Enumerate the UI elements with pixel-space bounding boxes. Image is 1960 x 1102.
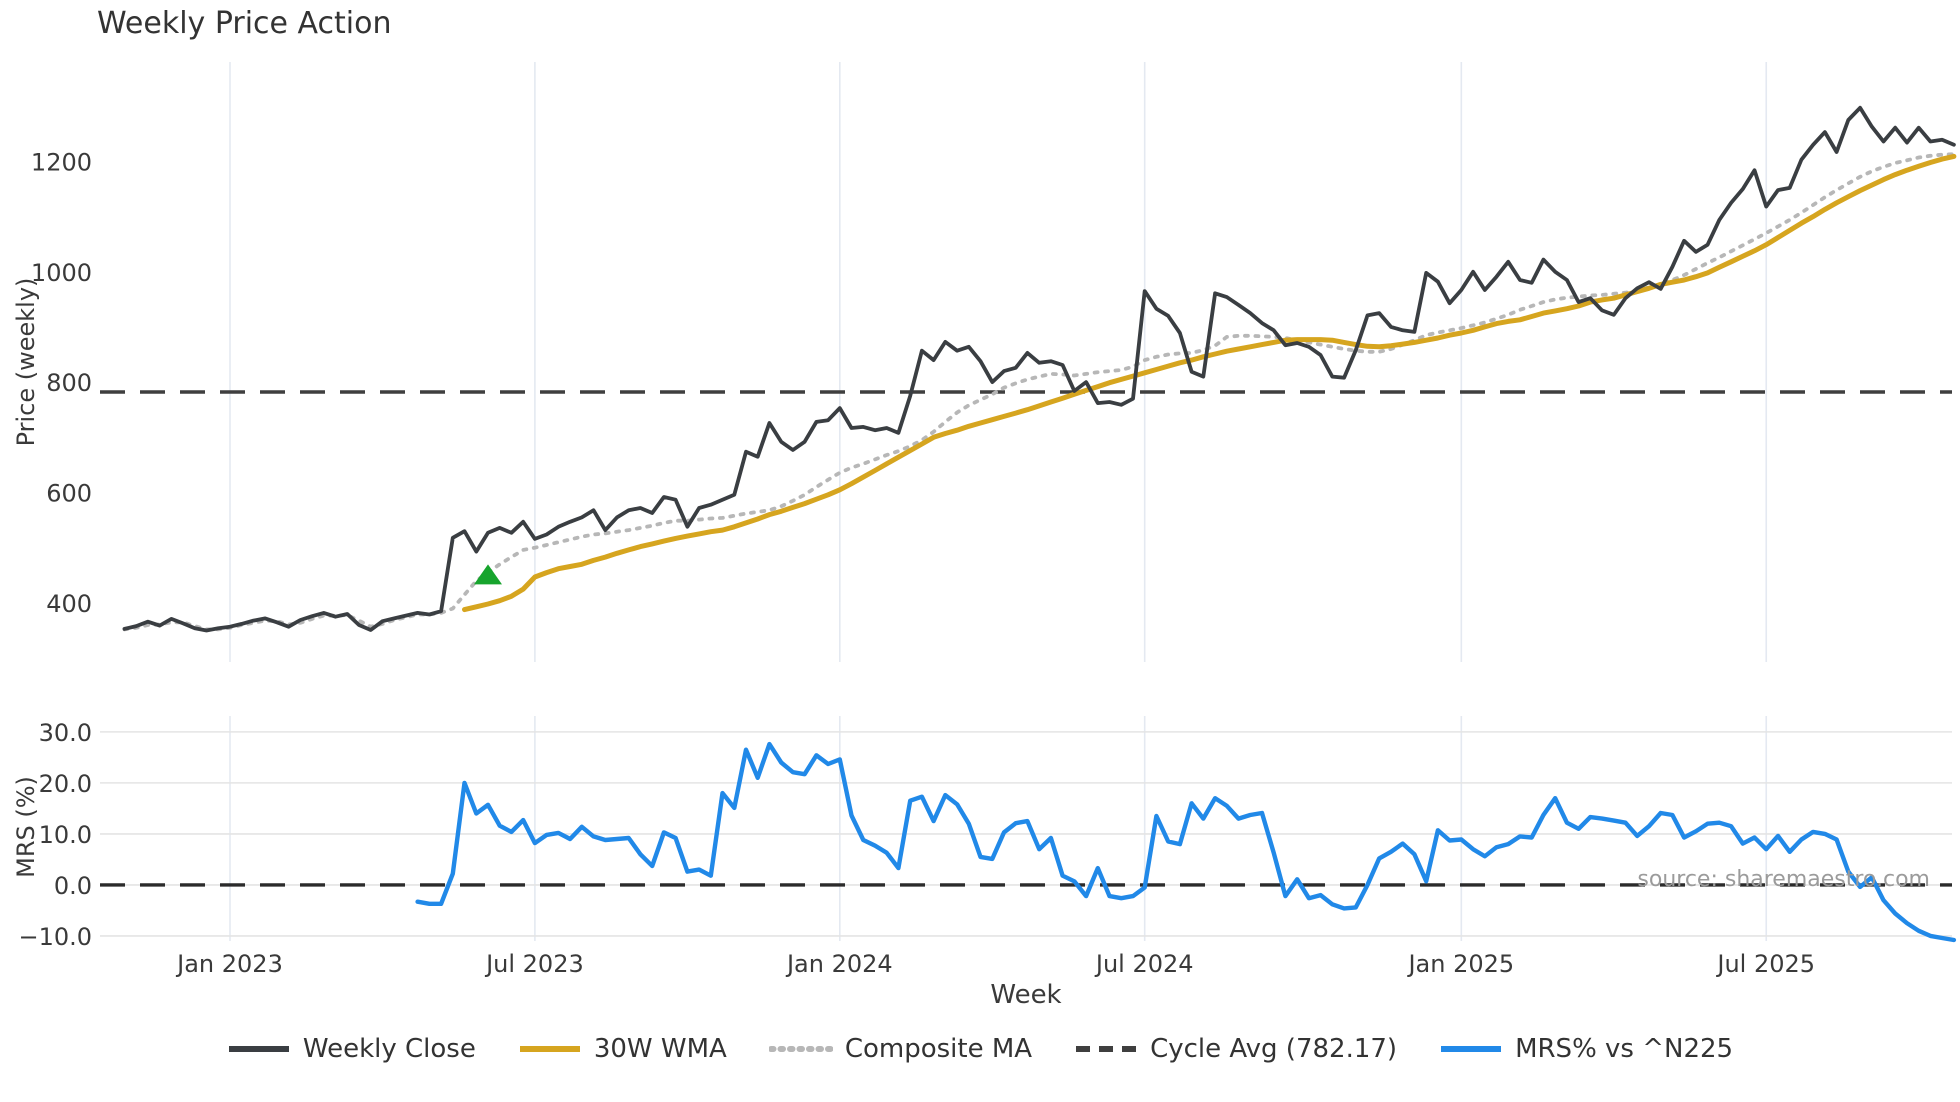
x-tick-label: Jul 2025: [1715, 950, 1815, 978]
wma-swatch-icon: [519, 1046, 580, 1052]
legend-item-weekly-close: Weekly Close: [227, 1034, 476, 1064]
legend-label: 30W WMA: [593, 1034, 727, 1064]
chart-title: Weekly Price Action: [97, 6, 392, 41]
price-y-tick-label: 1000: [31, 259, 92, 287]
price-y-tick-label: 1200: [31, 148, 92, 176]
price-y-axis-label: Price (weekly): [12, 277, 40, 447]
cycle-avg-swatch-icon: [1076, 1046, 1137, 1052]
mrs-swatch-icon: [1441, 1046, 1502, 1052]
legend-item-cycle-avg: Cycle Avg (782.17): [1074, 1034, 1397, 1064]
weekly-close-line: [122, 105, 1956, 633]
composite-ma-swatch-icon: [768, 1046, 833, 1052]
legend-label: Weekly Close: [302, 1034, 476, 1064]
source-note: source: sharemaestro.com: [1637, 867, 1930, 892]
buy-signal-triangle-icon: [473, 564, 502, 585]
x-tick-label: Jan 2023: [175, 950, 283, 978]
mrs-y-axis-label: MRS (%): [12, 776, 40, 878]
price-y-tick-label: 800: [46, 369, 92, 397]
legend: Weekly Close 30W WMA Composite MA Cycle …: [0, 1034, 1960, 1064]
legend-label: Composite MA: [844, 1034, 1033, 1064]
mrs-y-tick-label: −10.0: [18, 923, 92, 951]
mrs-y-tick-label: 20.0: [39, 770, 92, 798]
x-tick-label: Jan 2025: [1406, 950, 1514, 978]
x-tick-label: Jul 2023: [484, 950, 584, 978]
mrs-line: [415, 741, 1957, 943]
x-axis-label: Week: [990, 980, 1062, 1010]
mrs-y-tick-label: 30.0: [39, 719, 92, 747]
mrs-y-tick-label: 0.0: [54, 872, 92, 900]
x-tick-label: Jan 2024: [785, 950, 893, 978]
wma-line: [462, 153, 1957, 613]
price-y-tick-label: 600: [46, 480, 92, 508]
legend-item-30w-wma: 30W WMA: [518, 1034, 727, 1064]
legend-label: MRS% vs ^N225: [1515, 1034, 1734, 1064]
weekly-close-swatch-icon: [228, 1046, 289, 1052]
legend-item-composite-ma: Composite MA: [768, 1034, 1033, 1064]
legend-item-mrs: MRS% vs ^N225: [1439, 1034, 1733, 1064]
mrs-y-tick-label: 10.0: [39, 821, 92, 849]
x-tick-label: Jul 2024: [1094, 950, 1194, 978]
legend-label: Cycle Avg (782.17): [1150, 1034, 1398, 1064]
price-y-tick-label: 400: [46, 590, 92, 618]
